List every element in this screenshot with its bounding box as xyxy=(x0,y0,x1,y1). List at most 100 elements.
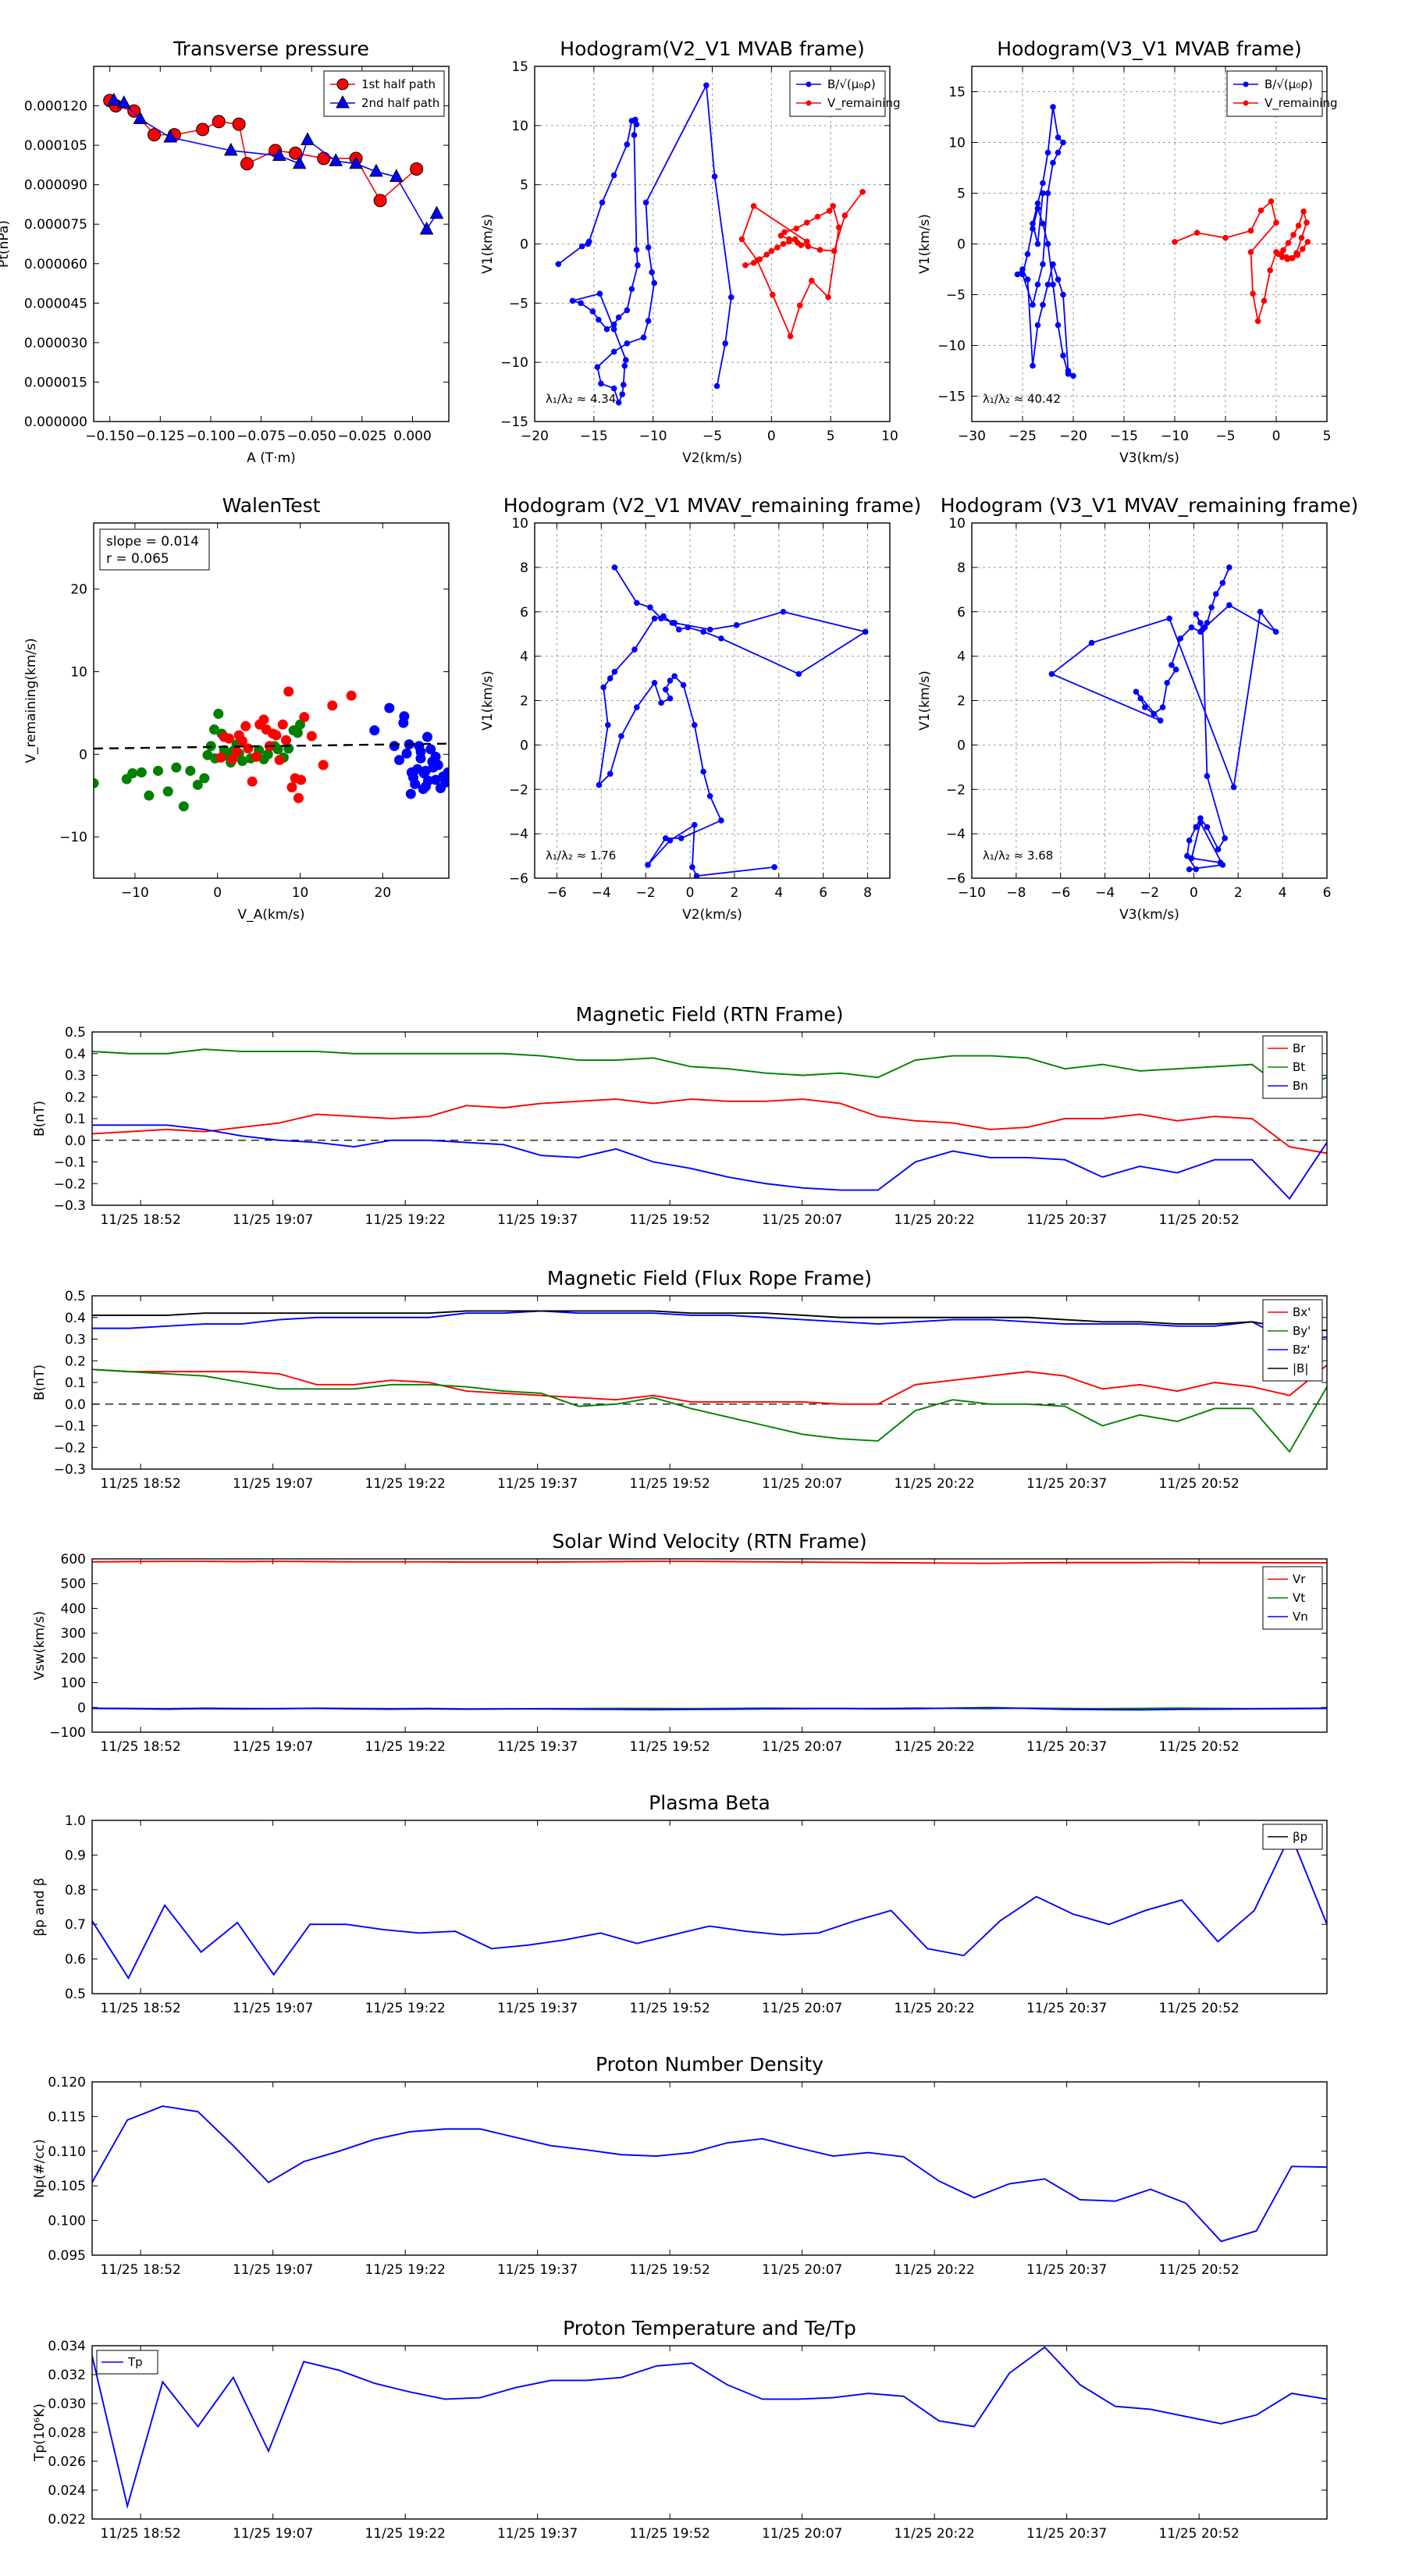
legend-label: V_remaining xyxy=(827,96,901,111)
y-tick-label: −0.1 xyxy=(54,1155,86,1171)
legend-label: Vt xyxy=(1293,1591,1305,1605)
data-point xyxy=(596,316,602,323)
data-point xyxy=(624,340,631,347)
data-point xyxy=(796,302,803,309)
x-tick-label: 11/25 20:22 xyxy=(894,2001,974,2016)
data-point xyxy=(1257,608,1264,615)
data-point xyxy=(816,247,823,253)
data-point xyxy=(1030,226,1036,232)
data-point xyxy=(1024,251,1031,258)
y-tick-label: 10 xyxy=(948,136,966,151)
data-point xyxy=(831,247,838,254)
data-point xyxy=(281,735,292,745)
y-tick-label: −6 xyxy=(509,871,528,887)
data-point xyxy=(645,244,652,251)
data-point xyxy=(1137,695,1144,702)
series-line xyxy=(1050,567,1277,870)
y-tick-label: 10 xyxy=(511,516,528,532)
x-tick-label: 5 xyxy=(827,429,835,444)
y-tick-label: −0.2 xyxy=(54,1440,86,1456)
data-point xyxy=(425,744,436,755)
data-point xyxy=(620,382,627,388)
y-tick-label: 0.000060 xyxy=(24,257,87,272)
y-axis-label: Np(#/cc) xyxy=(32,2139,48,2197)
x-tick-label: 11/25 20:52 xyxy=(1158,1212,1239,1228)
data-point xyxy=(647,604,653,610)
data-point xyxy=(369,163,383,177)
series-group xyxy=(92,1560,1327,1711)
data-point xyxy=(667,678,674,684)
x-tick-label: 11/25 19:37 xyxy=(497,1739,578,1755)
chart-h4: −6 −4 −2 0 2 4 6 8 10 −10 −8 −6 −4 −2 0 2 4 6 Hodogram (V3… xyxy=(917,494,1358,923)
x-tick-label: −0.075 xyxy=(237,429,286,444)
data-point xyxy=(667,837,674,844)
y-tick-label: −0.2 xyxy=(54,1176,86,1192)
data-point xyxy=(1275,251,1282,258)
chart-bFR: −0.3 −0.2 −0.1 0.0 0.1 0.2 0.3 0.4 0.5 11/25 18:5… xyxy=(32,1267,1328,1492)
data-point xyxy=(336,78,349,91)
y-tick-label: 0.1 xyxy=(65,1375,86,1391)
series-group xyxy=(92,1832,1327,1980)
data-point xyxy=(689,863,695,870)
chart-title: Magnetic Field (RTN Frame) xyxy=(576,1003,844,1026)
legend-label: Bn xyxy=(1293,1079,1308,1093)
x-tick-label: −20 xyxy=(521,429,549,444)
y-tick-label: 0.5 xyxy=(65,1289,86,1304)
data-point xyxy=(1044,240,1051,247)
data-point xyxy=(585,238,592,245)
data-point xyxy=(133,111,148,124)
data-point xyxy=(1300,246,1306,252)
x-tick-label: 11/25 20:07 xyxy=(762,2262,842,2278)
stats-text: r = 0.065 xyxy=(106,551,169,567)
data-point xyxy=(1219,579,1226,586)
data-point xyxy=(649,269,655,276)
x-tick-label: 11/25 19:37 xyxy=(497,2526,578,2542)
data-point xyxy=(293,792,304,803)
data-point xyxy=(610,326,617,333)
x-tick-label: −0.025 xyxy=(337,429,386,444)
x-tick-label: 11/25 19:37 xyxy=(497,2262,578,2278)
data-point xyxy=(618,733,624,739)
data-point xyxy=(1188,624,1195,631)
data-point xyxy=(703,82,710,89)
data-point xyxy=(1088,639,1095,646)
data-point xyxy=(1230,784,1237,791)
data-point xyxy=(676,626,682,633)
x-tick-label: 11/25 20:52 xyxy=(1158,1476,1239,1492)
data-point xyxy=(212,115,226,129)
chart-title: Solar Wind Velocity (RTN Frame) xyxy=(552,1530,866,1553)
y-tick-label: 100 xyxy=(61,1676,86,1692)
data-point xyxy=(1268,198,1275,205)
x-axis-label: V_A(km/s) xyxy=(237,907,304,923)
data-point xyxy=(1034,205,1041,212)
series-line xyxy=(92,1310,1327,1332)
y-tick-label: 0.028 xyxy=(48,2425,86,2441)
data-point xyxy=(1172,666,1179,673)
x-tick-label: 4 xyxy=(774,885,783,901)
plot-frame xyxy=(971,66,1328,422)
data-point xyxy=(192,779,203,790)
x-axis-label: V2(km/s) xyxy=(682,907,742,923)
legend-label: B/√(μ₀ρ) xyxy=(827,77,876,91)
data-point xyxy=(578,243,585,250)
x-axis-label: V3(km/s) xyxy=(1119,907,1179,923)
x-axis-label: A (T·m) xyxy=(247,450,296,466)
x-tick-label: 11/25 19:07 xyxy=(233,1739,313,1755)
chart-title: Proton Number Density xyxy=(596,2053,823,2076)
x-tick-label: 11/25 19:52 xyxy=(629,2001,710,2016)
data-point xyxy=(1048,671,1055,678)
data-point xyxy=(706,626,713,633)
chart-beta: 0.5 0.6 0.7 0.8 0.9 1.0 11/25 18:52 11/25 19:07… xyxy=(32,1791,1328,2016)
data-point xyxy=(163,129,178,143)
y-tick-label: 20 xyxy=(70,582,87,598)
chart-h3: −6 −4 −2 0 2 4 6 8 10 −6 −4 −2 0 2 4 6 8 Hodogram (V2_V1 … xyxy=(480,494,921,923)
data-point xyxy=(711,173,718,180)
data-point xyxy=(1157,717,1164,724)
series-group xyxy=(1048,564,1279,873)
y-tick-label: 0 xyxy=(520,237,528,253)
y-tick-label: −10 xyxy=(59,830,87,845)
legend xyxy=(1226,70,1323,117)
series-line xyxy=(92,1832,1327,1980)
data-point xyxy=(94,777,99,788)
data-point xyxy=(624,307,631,314)
